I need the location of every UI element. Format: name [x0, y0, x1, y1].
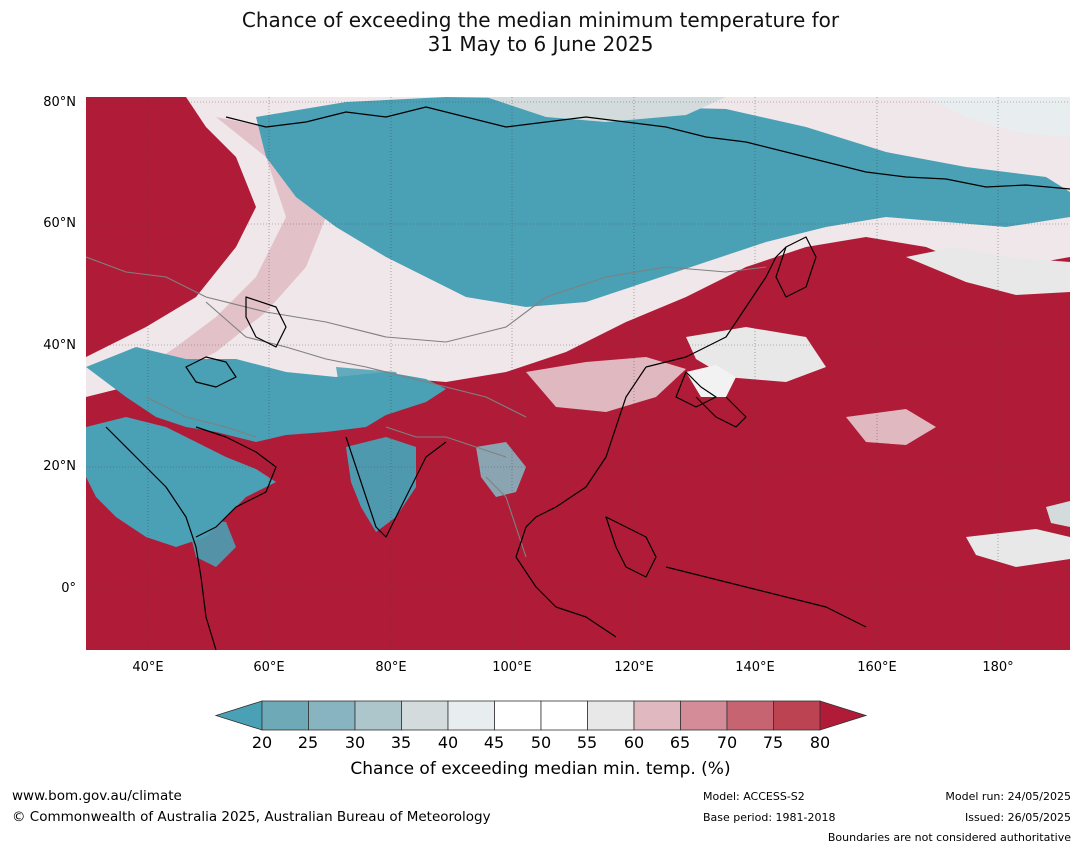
colorbar-bin-55 — [587, 700, 635, 731]
footer-model-run: Model run: 24/05/2025 — [945, 790, 1071, 803]
footer-copyright: © Commonwealth of Australia 2025, Austra… — [12, 809, 491, 825]
arctic-light — [486, 97, 726, 122]
colorbar-bin-45 — [494, 700, 542, 731]
colorbar-segments — [214, 700, 868, 731]
title-line-2: 31 May to 6 June 2025 — [427, 32, 654, 56]
below-median-indochina — [476, 442, 526, 497]
lon-label-120e: 120°E — [614, 660, 654, 675]
colorbar-tick-30: 30 — [344, 733, 366, 752]
colorbar-tick-80: 80 — [809, 733, 831, 752]
lat-label-60n: 60°N — [43, 216, 76, 231]
colorbar-bin-20 — [261, 700, 309, 731]
pacific-patch-5 — [1046, 501, 1070, 527]
footer-url[interactable]: www.bom.gov.au/climate — [12, 788, 182, 804]
lon-label-160e: 160°E — [857, 660, 897, 675]
lon-label-60e: 60°E — [253, 660, 285, 675]
pacific-patch-3 — [846, 409, 936, 445]
lon-label-140e: 140°E — [735, 660, 775, 675]
map-title: Chance of exceeding the median minimum t… — [0, 8, 1081, 56]
colorbar-bin-60 — [633, 700, 681, 731]
transition-pink — [146, 117, 326, 377]
colorbar-extend-high — [819, 700, 868, 731]
below-median-north — [256, 97, 1070, 307]
arctic-light-2 — [926, 97, 1070, 137]
colorbar-bin-75 — [773, 700, 821, 731]
below-median-east-africa — [186, 517, 236, 567]
colorbar-bin-65 — [680, 700, 728, 731]
lon-label-180: 180° — [982, 660, 1014, 675]
map-panel — [86, 97, 1070, 650]
colorbar-bin-70 — [726, 700, 774, 731]
colorbar-tick-50: 50 — [530, 733, 552, 752]
colorbar-tick-65: 65 — [669, 733, 691, 752]
colorbar-tick-40: 40 — [437, 733, 459, 752]
colorbar-tick-35: 35 — [390, 733, 412, 752]
country-borders — [86, 256, 767, 558]
lat-label-0: 0° — [61, 581, 76, 596]
colorbar-tick-45: 45 — [483, 733, 505, 752]
footer-disclaimer: Boundaries are not considered authoritat… — [827, 831, 1071, 844]
lat-label-40n: 40°N — [43, 338, 76, 353]
below-median-india — [346, 437, 416, 532]
lat-label-20n: 20°N — [43, 459, 76, 474]
footer-model: Model: ACCESS-S2 — [703, 790, 805, 803]
colorbar-tick-55: 55 — [576, 733, 598, 752]
colorbar-tick-20: 20 — [251, 733, 273, 752]
below-median-central-asia — [86, 347, 446, 442]
colorbar-bin-35 — [401, 700, 449, 731]
colorbar-tick-25: 25 — [297, 733, 319, 752]
colorbar-tick-70: 70 — [716, 733, 738, 752]
lat-label-80n: 80°N — [43, 95, 76, 110]
colorbar-tick-60: 60 — [623, 733, 645, 752]
colorbar-bin-30 — [354, 700, 402, 731]
pacific-patch-1 — [526, 357, 686, 412]
lon-label-40e: 40°E — [132, 660, 164, 675]
colorbar-tick-75: 75 — [762, 733, 784, 752]
footer-issued: Issued: 26/05/2025 — [964, 811, 1071, 824]
japan-transition — [686, 365, 736, 397]
below-median-tibet — [336, 367, 406, 402]
coastlines — [105, 106, 1070, 650]
colorbar-label: Chance of exceeding median min. temp. (%… — [350, 759, 731, 779]
probability-map — [86, 97, 1070, 650]
colorbar-bin-40 — [447, 700, 495, 731]
colorbar-bin-50 — [540, 700, 588, 731]
pacific-patch-6 — [906, 247, 1070, 295]
pacific-patch-4 — [966, 529, 1070, 567]
lon-label-100e: 100°E — [492, 660, 532, 675]
title-line-1: Chance of exceeding the median minimum t… — [241, 8, 840, 32]
lon-label-80e: 80°E — [375, 660, 407, 675]
colorbar-bin-25 — [308, 700, 356, 731]
footer-base-period: Base period: 1981-2018 — [703, 811, 836, 824]
colorbar-extend-low — [214, 700, 263, 731]
